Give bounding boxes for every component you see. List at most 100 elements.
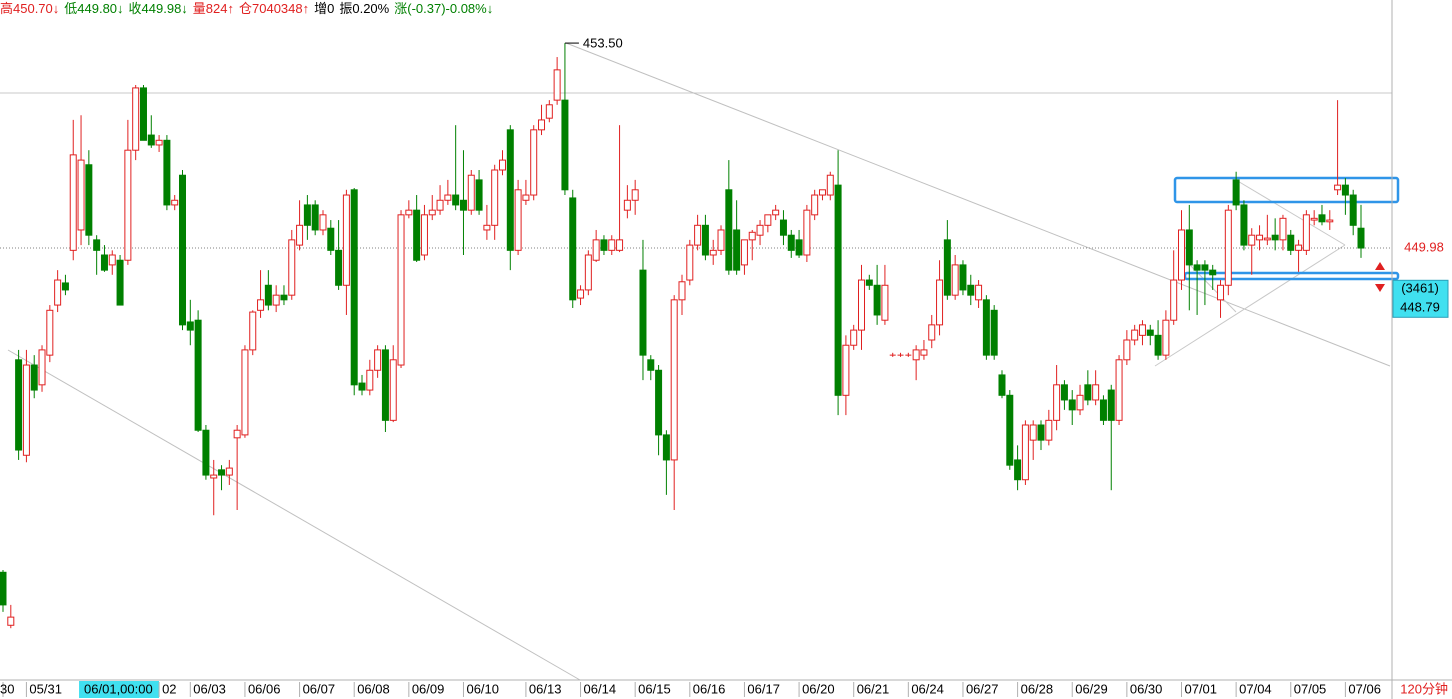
candle-body — [241, 349, 249, 436]
drawn-box — [1183, 271, 1400, 281]
up-arrow-icon — [1375, 262, 1385, 270]
candle-body — [779, 219, 787, 236]
candle-body — [342, 194, 350, 286]
candle-body — [1154, 334, 1162, 356]
candle-body — [15, 359, 23, 451]
candle-body — [280, 294, 288, 301]
candle-body — [30, 364, 38, 391]
candle-body — [85, 164, 93, 236]
x-tick-label: 06/08 — [357, 681, 390, 696]
candle-body — [873, 284, 881, 316]
candle-body — [7, 616, 15, 626]
candle-body — [623, 199, 631, 211]
x-tick-label: 06/21 — [857, 681, 890, 696]
candle-body — [912, 349, 920, 361]
candle-body — [725, 189, 733, 271]
candle-body — [257, 299, 265, 311]
candle-body — [1318, 214, 1326, 223]
candle-body — [662, 434, 670, 461]
period-label: 120分钟 — [1400, 681, 1448, 696]
candle-body — [459, 199, 467, 211]
x-tick-label: 06/16 — [693, 681, 726, 696]
candle-body — [975, 284, 983, 301]
candle-body — [272, 294, 280, 306]
candle-body — [811, 194, 819, 216]
x-tick-label: 06/01,00:00 — [84, 681, 153, 696]
header-item: 高450.70↓ — [0, 1, 59, 16]
candle-body — [959, 264, 967, 291]
candle-body — [1115, 359, 1123, 421]
candle-body — [764, 214, 772, 226]
candle-body — [1240, 204, 1248, 246]
candle-body — [1131, 329, 1139, 341]
candle-body — [967, 284, 975, 296]
candle-body — [733, 229, 741, 271]
candle-body — [678, 281, 686, 301]
candle-body — [444, 194, 452, 201]
candle-body — [717, 229, 725, 251]
last-price-label: 449.98 — [1404, 239, 1444, 254]
candle-body — [389, 359, 397, 421]
candle-body — [1177, 229, 1185, 281]
candle-body — [1185, 229, 1193, 266]
x-tick-label: 06/07 — [303, 681, 336, 696]
candle-body — [46, 309, 54, 356]
candle-body — [600, 239, 608, 251]
candle-body — [772, 209, 780, 216]
candle-body — [69, 154, 77, 251]
drawn-box — [1173, 176, 1400, 204]
candle-body — [475, 179, 483, 211]
candle-body — [584, 254, 592, 291]
candle-body — [1357, 227, 1365, 249]
candle-body — [22, 364, 30, 456]
candle-body — [1060, 384, 1068, 401]
candle-body — [655, 369, 663, 436]
candle-body — [1256, 234, 1264, 241]
x-tick-label: 06/17 — [747, 681, 780, 696]
drawn-trend-line — [565, 42, 1391, 367]
candle-body — [694, 224, 702, 246]
candle-body — [858, 279, 866, 331]
x-tick-label: 07/04 — [1239, 681, 1272, 696]
header-item: 涨(-0.37)-0.08%↓ — [394, 1, 493, 16]
x-tick-label: 30 — [0, 681, 14, 696]
candle-body — [1014, 459, 1022, 481]
candle-body — [1068, 399, 1076, 411]
candle-body — [545, 104, 553, 119]
candle-body — [928, 324, 936, 341]
candle-body — [1209, 269, 1217, 276]
candle-body — [249, 311, 257, 351]
candle-body — [171, 199, 179, 206]
candle-body — [1295, 244, 1303, 251]
down-arrow-icon — [1375, 284, 1385, 292]
candle-body — [467, 174, 475, 211]
candle-body — [1248, 234, 1256, 246]
candle-body — [116, 259, 124, 306]
candle-body — [233, 429, 241, 439]
candle-body — [420, 214, 428, 256]
candle-body — [647, 359, 655, 371]
candle-body — [483, 224, 491, 231]
candle-body — [381, 349, 389, 421]
header-bar: 高450.70↓ 低449.80↓ 收449.98↓ 量824↑ 仓7040348↑ 增0… — [0, 1, 493, 16]
candle-body — [701, 224, 709, 256]
candle-body — [787, 234, 795, 251]
candle-body — [1076, 394, 1084, 411]
header-item: 增0 — [314, 1, 334, 16]
candle-body — [327, 227, 335, 251]
cursor-volume: (3461) — [1401, 281, 1439, 296]
candle-body — [124, 149, 132, 261]
x-tick-label: 07/01 — [1184, 681, 1217, 696]
candle-body — [163, 139, 171, 206]
candle-body — [303, 204, 311, 226]
candle-body — [147, 134, 155, 146]
candle-body — [616, 239, 624, 251]
candle-body — [1138, 324, 1146, 336]
candle-body — [61, 282, 69, 291]
x-tick-label: 06/20 — [802, 681, 835, 696]
candle-body — [842, 344, 850, 396]
candle-body — [920, 349, 928, 356]
candle-body — [366, 369, 374, 391]
candle-body — [561, 99, 569, 191]
